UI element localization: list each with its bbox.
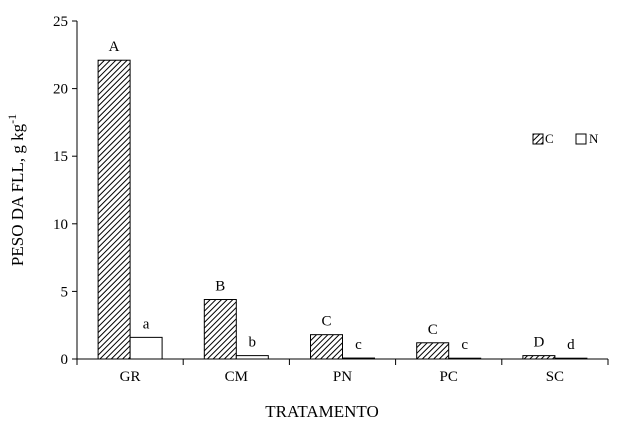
legend-swatch-c: [532, 133, 544, 145]
bar-n-sc: [554, 357, 588, 360]
legend-label-n: N: [589, 131, 599, 146]
letter-n-pc: c: [461, 337, 468, 353]
y-axis-label-superscript: -1: [5, 114, 19, 124]
bar-n-pn: [342, 357, 375, 360]
bar-c-sc: [522, 355, 556, 360]
y-tick-label: 5: [61, 284, 69, 300]
x-tick-label: PC: [440, 369, 458, 385]
y-tick-label: 25: [53, 14, 68, 30]
letter-c-pc: C: [428, 322, 438, 338]
x-axis-label: TRATAMENTO: [265, 402, 379, 421]
x-tick-label: SC: [546, 369, 564, 385]
bar-c-pn: [310, 334, 343, 360]
y-axis-label: PESO DA FLL, g kg-1: [5, 114, 27, 266]
letter-n-cm: b: [249, 335, 257, 351]
letter-c-cm: B: [215, 279, 225, 295]
y-axis-ticks: 0 5 10 15 20 25: [53, 14, 77, 368]
x-axis-ticks: GR CM PN PC SC: [76, 359, 609, 385]
x-tick-label: GR: [120, 369, 141, 385]
x-tick-label: PN: [333, 369, 352, 385]
bar-c-cm: [203, 299, 237, 360]
letter-n-pn: c: [355, 337, 362, 353]
letter-n-gr: a: [143, 316, 150, 332]
bar-n-cm: [235, 355, 269, 360]
x-tick-label: CM: [225, 369, 248, 385]
legend-swatch-n: [575, 133, 587, 145]
y-tick-label: 15: [53, 149, 68, 165]
letter-c-sc: D: [533, 335, 544, 351]
bar-n-gr: [129, 336, 163, 360]
legend: C N: [532, 131, 599, 146]
letter-c-pn: C: [321, 314, 331, 330]
y-tick-label: 20: [53, 82, 68, 98]
y-tick-label: 0: [61, 352, 69, 368]
letter-c-gr: A: [109, 39, 120, 55]
y-axis-label-main: PESO DA FLL, g kg: [8, 123, 27, 266]
bar-n-pc: [448, 357, 482, 360]
axes: [76, 21, 608, 360]
legend-label-c: C: [545, 131, 554, 146]
bar-c-pc: [416, 342, 450, 360]
y-tick-label: 10: [53, 217, 68, 233]
bars: [97, 59, 588, 360]
bar-c-gr: [97, 59, 131, 360]
letter-n-sc: d: [567, 337, 575, 353]
